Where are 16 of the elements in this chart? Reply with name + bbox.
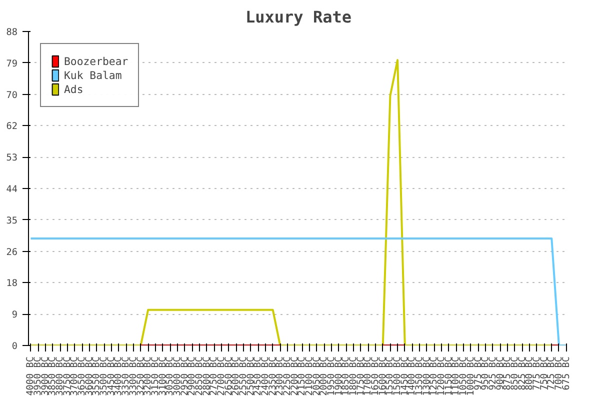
y-tick-label: 53 <box>6 152 18 164</box>
y-tick-label: 35 <box>6 215 18 226</box>
y-tick-label: 44 <box>6 184 18 195</box>
y-tick-label: 9 <box>12 310 18 321</box>
x-tick-label: 675 BC <box>560 356 572 390</box>
y-tick-label: 79 <box>6 58 18 70</box>
y-tick-label: 70 <box>6 90 18 101</box>
y-tick-label: 88 <box>6 27 18 38</box>
chart-title: Luxury Rate <box>246 8 352 26</box>
legend-label: Kuk Balam <box>64 68 122 82</box>
legend-label: Boozerbear <box>64 54 128 68</box>
y-tick-label: 18 <box>6 278 18 290</box>
y-tick-label: 0 <box>12 341 18 352</box>
y-tick-label: 26 <box>6 246 18 258</box>
legend-label: Ads <box>64 82 84 96</box>
y-tick-label: 62 <box>6 121 18 132</box>
